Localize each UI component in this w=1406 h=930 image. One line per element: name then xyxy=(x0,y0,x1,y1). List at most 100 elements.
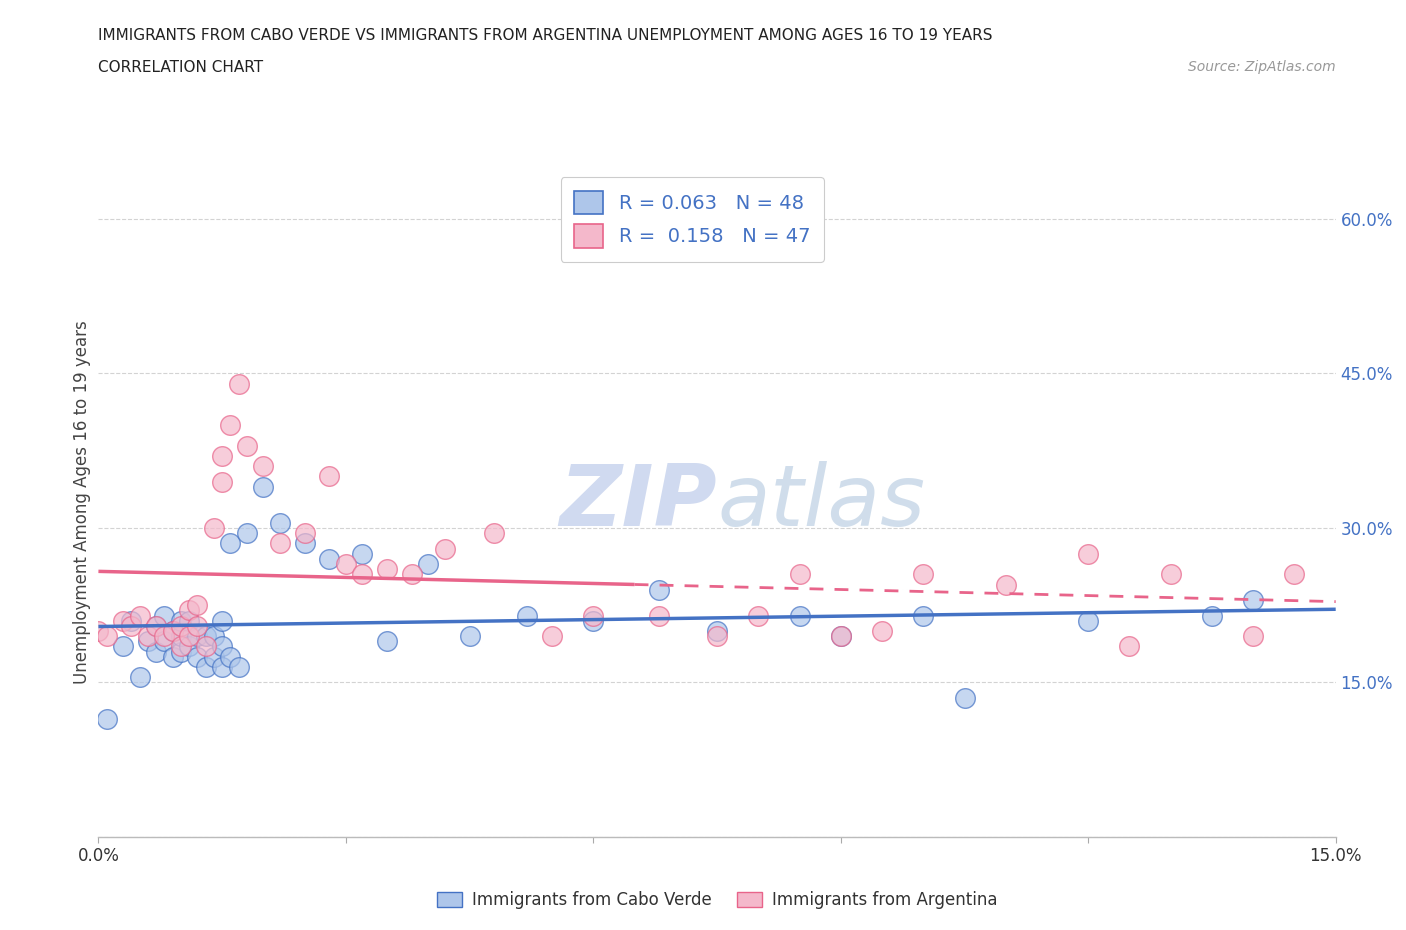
Point xyxy=(375,562,398,577)
Point xyxy=(186,598,208,613)
Point xyxy=(153,629,176,644)
Point xyxy=(318,551,340,566)
Point xyxy=(170,618,193,633)
Point xyxy=(228,377,250,392)
Legend: Immigrants from Cabo Verde, Immigrants from Argentina: Immigrants from Cabo Verde, Immigrants f… xyxy=(430,884,1004,916)
Point xyxy=(747,608,769,623)
Point xyxy=(179,639,201,654)
Point xyxy=(186,618,208,633)
Point xyxy=(120,613,142,628)
Point xyxy=(211,659,233,674)
Point xyxy=(433,541,456,556)
Point xyxy=(179,629,201,644)
Text: Source: ZipAtlas.com: Source: ZipAtlas.com xyxy=(1188,60,1336,74)
Point xyxy=(170,639,193,654)
Point xyxy=(112,639,135,654)
Point xyxy=(145,618,167,633)
Point xyxy=(236,525,259,540)
Y-axis label: Unemployment Among Ages 16 to 19 years: Unemployment Among Ages 16 to 19 years xyxy=(73,320,91,684)
Point xyxy=(170,613,193,628)
Point xyxy=(294,525,316,540)
Point xyxy=(202,629,225,644)
Point xyxy=(401,567,423,582)
Point xyxy=(170,644,193,659)
Point xyxy=(194,629,217,644)
Point xyxy=(252,458,274,473)
Point xyxy=(202,649,225,664)
Point xyxy=(162,623,184,638)
Point xyxy=(136,634,159,649)
Point xyxy=(458,629,481,644)
Text: IMMIGRANTS FROM CABO VERDE VS IMMIGRANTS FROM ARGENTINA UNEMPLOYMENT AMONG AGES : IMMIGRANTS FROM CABO VERDE VS IMMIGRANTS… xyxy=(98,28,993,43)
Point xyxy=(789,567,811,582)
Point xyxy=(194,639,217,654)
Point xyxy=(953,690,976,705)
Point xyxy=(1241,629,1264,644)
Point xyxy=(153,608,176,623)
Point xyxy=(375,634,398,649)
Point xyxy=(706,629,728,644)
Point xyxy=(541,629,564,644)
Text: ZIP: ZIP xyxy=(560,460,717,544)
Point xyxy=(352,546,374,561)
Point xyxy=(582,608,605,623)
Point xyxy=(219,418,242,432)
Point xyxy=(112,613,135,628)
Point xyxy=(830,629,852,644)
Point xyxy=(96,711,118,726)
Point xyxy=(1118,639,1140,654)
Point xyxy=(789,608,811,623)
Point xyxy=(128,608,150,623)
Point xyxy=(582,613,605,628)
Point xyxy=(706,623,728,638)
Point xyxy=(1241,592,1264,607)
Point xyxy=(318,469,340,484)
Point xyxy=(1201,608,1223,623)
Point xyxy=(153,634,176,649)
Point xyxy=(211,613,233,628)
Point xyxy=(186,649,208,664)
Point xyxy=(830,629,852,644)
Point xyxy=(219,536,242,551)
Point xyxy=(120,618,142,633)
Point xyxy=(352,567,374,582)
Point xyxy=(1160,567,1182,582)
Point xyxy=(912,608,935,623)
Point xyxy=(648,608,671,623)
Point xyxy=(211,474,233,489)
Point xyxy=(145,618,167,633)
Point xyxy=(202,521,225,536)
Point xyxy=(912,567,935,582)
Point xyxy=(252,479,274,494)
Point xyxy=(170,629,193,644)
Point xyxy=(162,649,184,664)
Point xyxy=(269,515,291,530)
Point xyxy=(179,603,201,618)
Point xyxy=(186,629,208,644)
Point xyxy=(335,556,357,571)
Point xyxy=(211,639,233,654)
Point xyxy=(219,649,242,664)
Point xyxy=(1284,567,1306,582)
Point xyxy=(516,608,538,623)
Point xyxy=(136,629,159,644)
Point xyxy=(128,670,150,684)
Point xyxy=(211,448,233,463)
Point xyxy=(96,629,118,644)
Point xyxy=(162,623,184,638)
Point xyxy=(294,536,316,551)
Text: atlas: atlas xyxy=(717,460,925,544)
Point xyxy=(87,623,110,638)
Text: CORRELATION CHART: CORRELATION CHART xyxy=(98,60,263,75)
Point xyxy=(994,578,1017,592)
Point xyxy=(145,644,167,659)
Point xyxy=(870,623,893,638)
Point xyxy=(1077,613,1099,628)
Point xyxy=(1077,546,1099,561)
Point xyxy=(179,613,201,628)
Point xyxy=(228,659,250,674)
Point xyxy=(648,582,671,597)
Point xyxy=(236,438,259,453)
Point xyxy=(418,556,440,571)
Point xyxy=(269,536,291,551)
